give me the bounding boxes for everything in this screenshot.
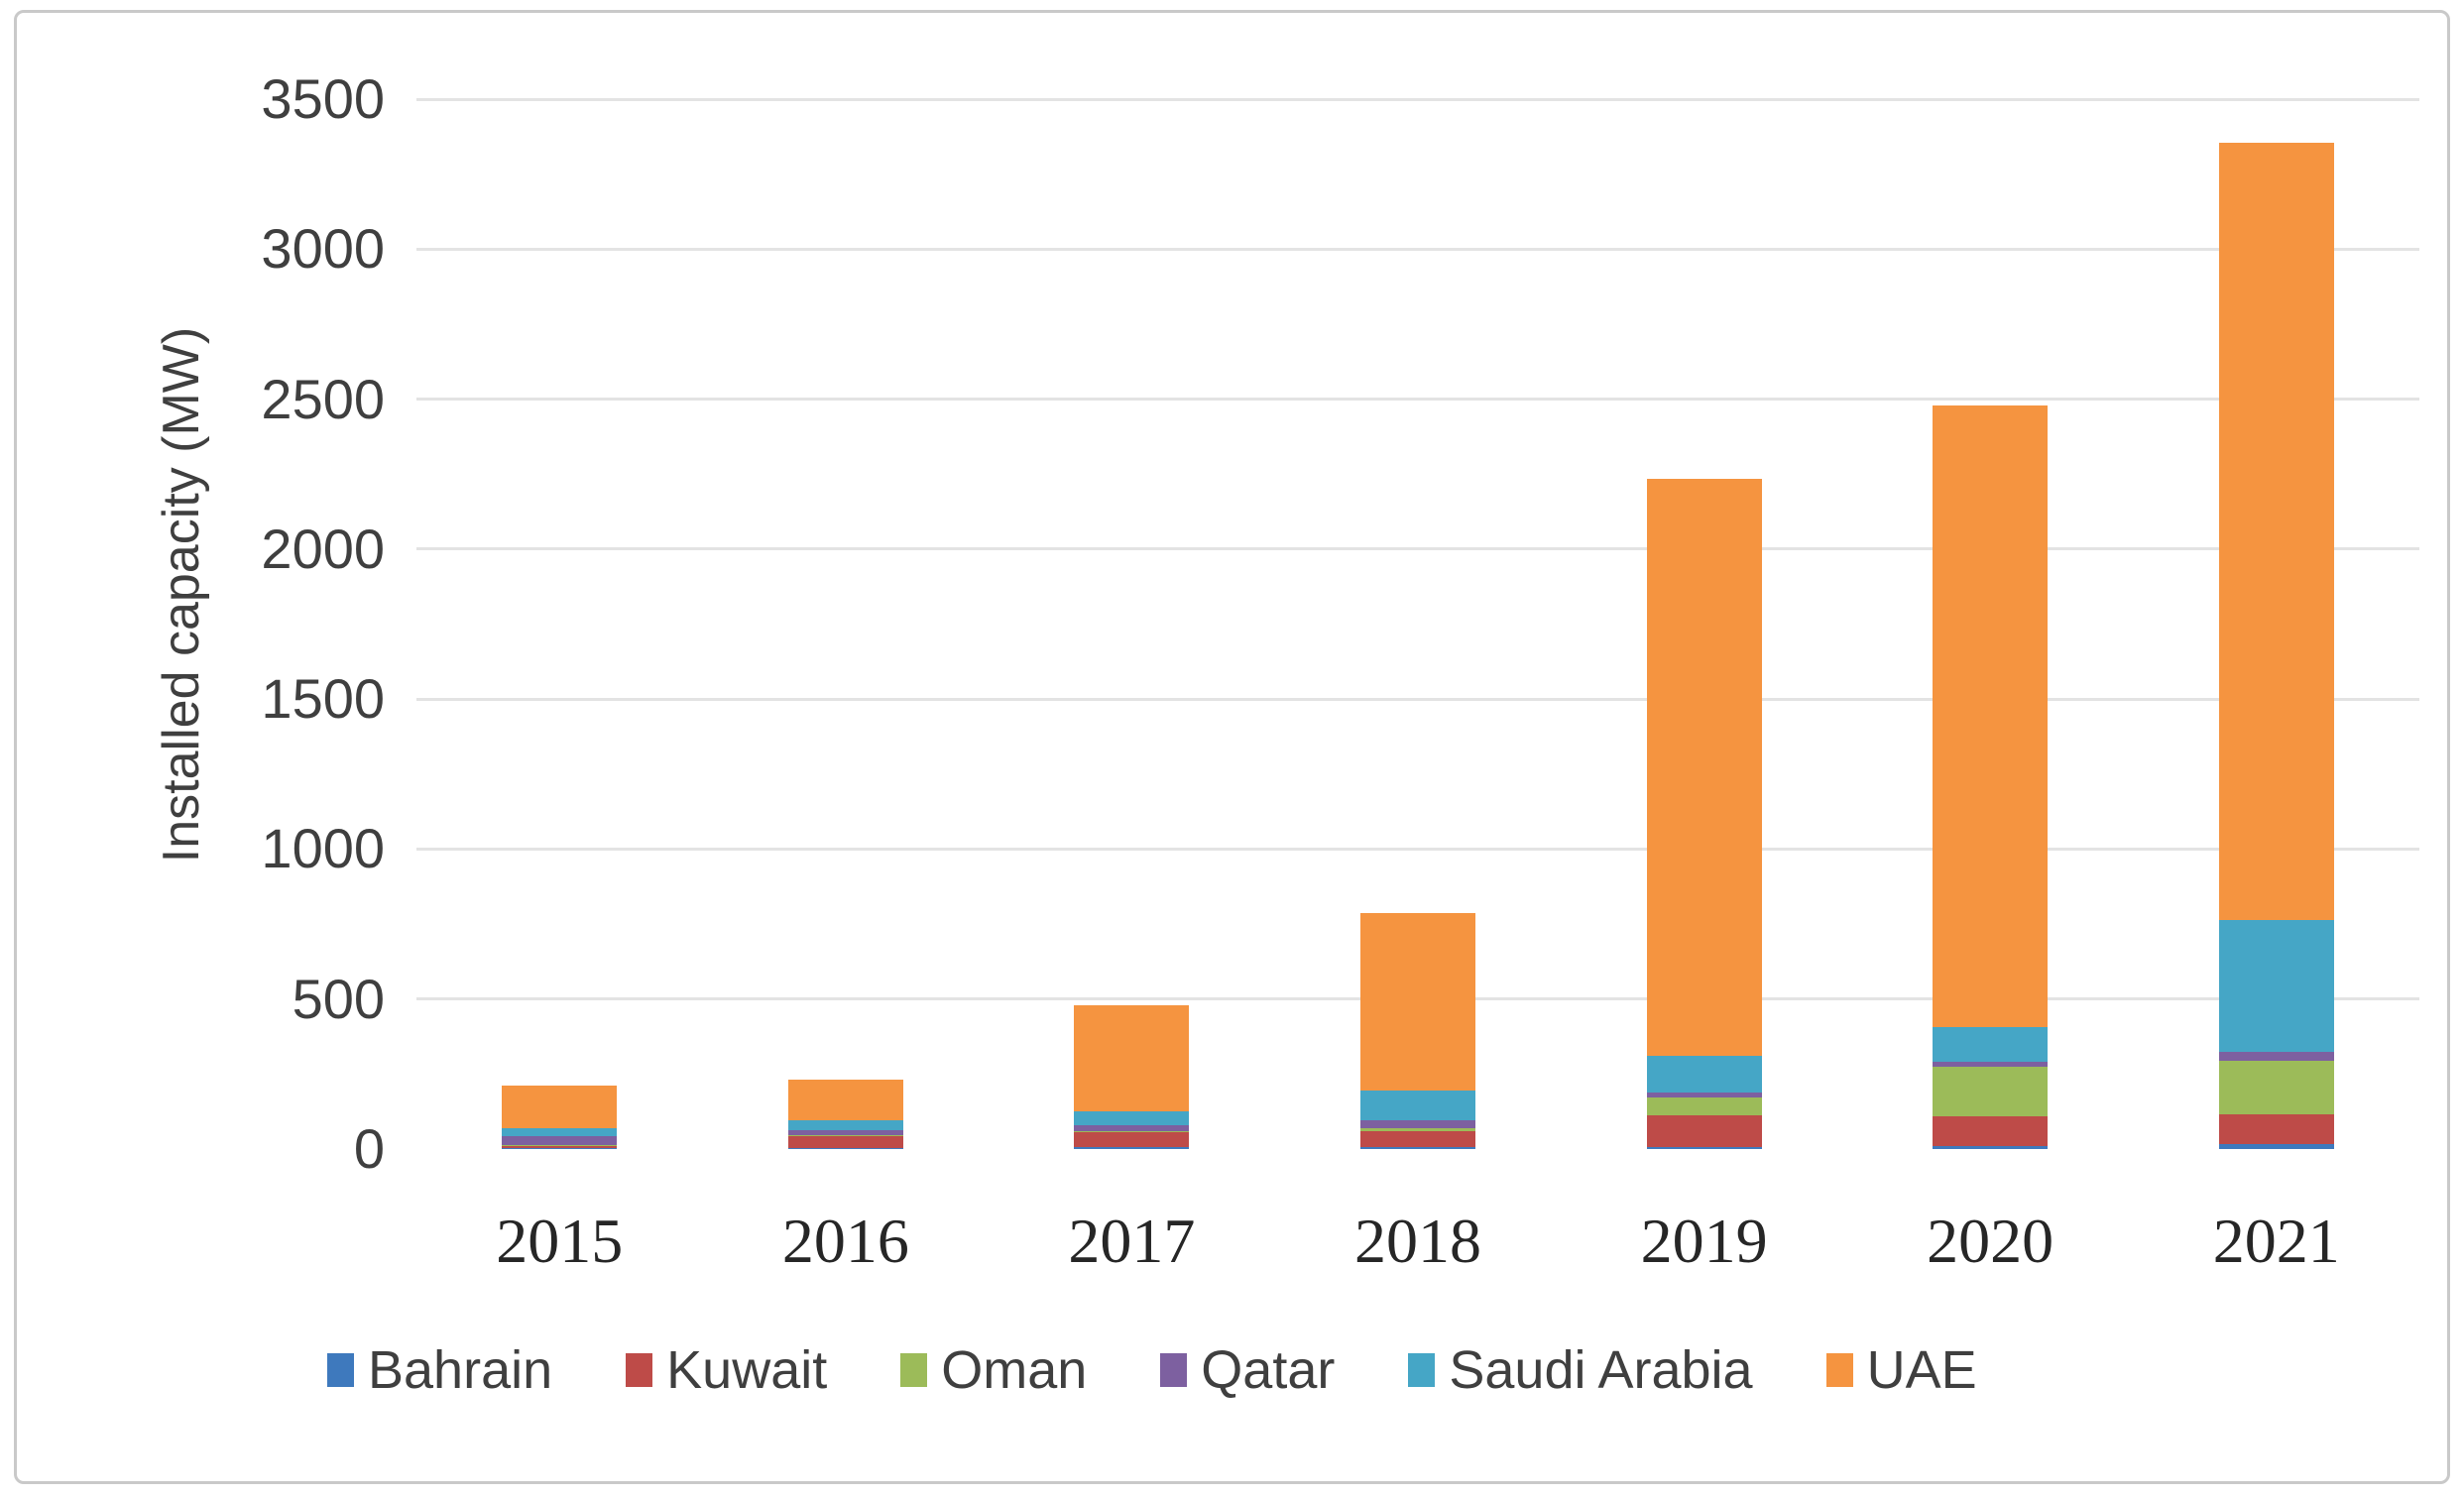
- x-tick-label-2016: 2016: [781, 1206, 909, 1276]
- legend-label-oman: Oman: [941, 1340, 1088, 1400]
- y-tick-label-3000: 3000: [261, 217, 385, 281]
- legend-swatch-kuwait: [626, 1353, 653, 1387]
- legend-swatch-bahrain: [327, 1353, 354, 1387]
- bar-segment-bahrain-2019: [1646, 1146, 1762, 1149]
- bar-2020: [1933, 404, 2049, 1149]
- gridline-1000: [416, 847, 2419, 851]
- bar-segment-qatar-2015: [502, 1136, 618, 1146]
- bar-segment-kuwait-2020: [1933, 1115, 2049, 1146]
- bar-segment-uae-2020: [1933, 404, 2049, 1027]
- bar-segment-bahrain-2017: [1074, 1147, 1190, 1149]
- bar-segment-bahrain-2016: [787, 1147, 903, 1149]
- bar-segment-oman-2020: [1933, 1066, 2049, 1116]
- bar-segment-oman-2015: [502, 1145, 618, 1146]
- bar-segment-kuwait-2015: [502, 1146, 618, 1148]
- y-tick-label-3500: 3500: [261, 67, 385, 130]
- bar-segment-saudi-arabia-2021: [2218, 920, 2334, 1053]
- bar-segment-oman-2017: [1074, 1131, 1190, 1133]
- gridline-2000: [416, 547, 2419, 551]
- legend-swatch-oman: [900, 1353, 928, 1387]
- legend: Bahrain Kuwait Oman Qatar Saudi Arabia UAE: [327, 1340, 1977, 1400]
- y-tick-label-0: 0: [353, 1117, 385, 1180]
- bar-segment-saudi-arabia-2019: [1646, 1056, 1762, 1093]
- bar-2016: [787, 1080, 903, 1149]
- y-axis-title: Installed capacity (MW): [153, 326, 210, 864]
- bar-segment-kuwait-2016: [787, 1135, 903, 1148]
- bar-segment-bahrain-2021: [2218, 1144, 2334, 1149]
- legend-label-kuwait: Kuwait: [666, 1340, 828, 1400]
- bar-segment-uae-2016: [787, 1080, 903, 1121]
- x-tick-label-2021: 2021: [2212, 1206, 2340, 1276]
- bar-segment-saudi-arabia-2018: [1360, 1091, 1475, 1121]
- bar-segment-qatar-2017: [1074, 1125, 1190, 1132]
- legend-label-qatar: Qatar: [1201, 1340, 1336, 1400]
- legend-label-saudi-arabia: Saudi Arabia: [1449, 1340, 1753, 1400]
- legend-label-bahrain: Bahrain: [368, 1340, 553, 1400]
- bar-segment-qatar-2016: [787, 1130, 903, 1135]
- gridline-3500: [416, 97, 2419, 101]
- legend-item-oman: Oman: [900, 1340, 1087, 1400]
- legend-label-uae: UAE: [1866, 1340, 1977, 1400]
- legend-item-bahrain: Bahrain: [327, 1340, 552, 1400]
- bar-segment-bahrain-2015: [502, 1147, 618, 1149]
- bar-segment-uae-2021: [2218, 143, 2334, 921]
- bar-segment-qatar-2021: [2218, 1052, 2334, 1061]
- bar-segment-oman-2021: [2218, 1060, 2334, 1115]
- gridline-3000: [416, 247, 2419, 251]
- bar-segment-kuwait-2019: [1646, 1114, 1762, 1147]
- legend-swatch-uae: [1825, 1353, 1853, 1387]
- bar-segment-saudi-arabia-2015: [502, 1127, 618, 1137]
- bar-segment-oman-2018: [1360, 1128, 1475, 1132]
- gridline-1500: [416, 697, 2419, 701]
- bar-segment-uae-2019: [1646, 478, 1762, 1057]
- bar-segment-uae-2015: [502, 1086, 618, 1128]
- bar-segment-saudi-arabia-2017: [1074, 1111, 1190, 1126]
- bar-segment-kuwait-2021: [2218, 1114, 2334, 1145]
- bar-segment-oman-2016: [787, 1134, 903, 1136]
- bar-segment-kuwait-2018: [1360, 1131, 1475, 1148]
- legend-swatch-qatar: [1160, 1353, 1188, 1387]
- bar-2021: [2218, 143, 2334, 1149]
- legend-item-uae: UAE: [1825, 1340, 1977, 1400]
- x-tick-label-2017: 2017: [1068, 1206, 1196, 1276]
- bar-segment-uae-2018: [1360, 913, 1475, 1091]
- legend-item-qatar: Qatar: [1160, 1340, 1335, 1400]
- bar-segment-bahrain-2020: [1933, 1145, 2049, 1149]
- y-tick-label-1000: 1000: [261, 817, 385, 880]
- bar-segment-bahrain-2018: [1360, 1147, 1475, 1149]
- bar-segment-saudi-arabia-2016: [787, 1120, 903, 1131]
- x-tick-label-2019: 2019: [1640, 1206, 1768, 1276]
- gridline-2500: [416, 398, 2419, 402]
- x-tick-label-2020: 2020: [1927, 1206, 2054, 1276]
- bar-2017: [1074, 1004, 1190, 1149]
- y-tick-label-500: 500: [292, 967, 385, 1030]
- legend-item-kuwait: Kuwait: [626, 1340, 827, 1400]
- bar-segment-uae-2017: [1074, 1004, 1190, 1112]
- legend-swatch-saudi-arabia: [1408, 1353, 1436, 1387]
- y-tick-label-1500: 1500: [261, 667, 385, 731]
- bar-segment-saudi-arabia-2020: [1933, 1026, 2049, 1062]
- plot-area: [416, 97, 2419, 1149]
- y-tick-label-2500: 2500: [261, 367, 385, 430]
- bar-segment-oman-2019: [1646, 1096, 1762, 1115]
- bar-segment-qatar-2018: [1360, 1120, 1475, 1129]
- legend-item-saudi-arabia: Saudi Arabia: [1408, 1340, 1753, 1400]
- x-tick-label-2015: 2015: [496, 1206, 624, 1276]
- y-tick-label-2000: 2000: [261, 517, 385, 580]
- bar-2015: [502, 1086, 618, 1149]
- x-tick-label-2018: 2018: [1354, 1206, 1481, 1276]
- bar-segment-qatar-2019: [1646, 1092, 1762, 1097]
- bar-segment-qatar-2020: [1933, 1061, 2049, 1067]
- bar-2019: [1646, 478, 1762, 1149]
- bar-2018: [1360, 913, 1475, 1149]
- bar-segment-kuwait-2017: [1074, 1132, 1190, 1148]
